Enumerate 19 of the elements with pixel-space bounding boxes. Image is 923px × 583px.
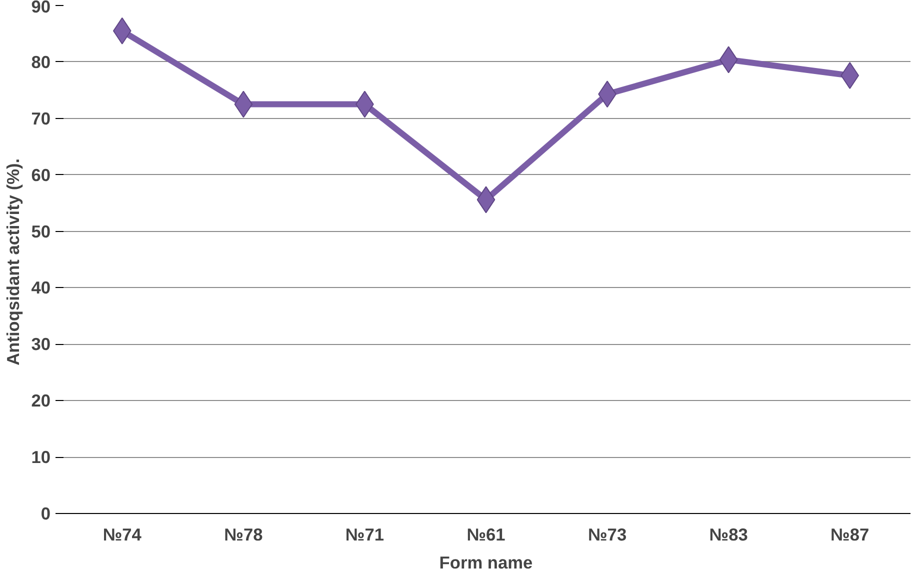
x-tick-label: №78	[224, 524, 264, 544]
x-tick-label: №83	[709, 524, 748, 544]
x-tick-label: №61	[466, 524, 506, 544]
x-tick-label: №73	[588, 524, 627, 544]
y-axis-title: Antioqsidant activity (%).	[3, 158, 24, 366]
y-tick-label: 0	[40, 504, 51, 524]
y-tick-label: 80	[31, 52, 51, 72]
x-tick-label: №74	[102, 524, 142, 544]
x-tick-label: №71	[345, 524, 384, 544]
y-tick-label: 90	[31, 0, 51, 16]
x-tick-label: №87	[830, 524, 870, 544]
y-tick-label: 50	[31, 221, 51, 242]
x-axis-title: Form name	[439, 552, 534, 572]
y-tick-label: 20	[31, 390, 51, 411]
y-tick-label: 60	[31, 164, 51, 185]
y-tick-label: 30	[31, 334, 51, 354]
y-tick-label: 70	[31, 108, 51, 128]
y-tick-label: 40	[31, 278, 51, 298]
y-tick-label: 10	[31, 447, 51, 468]
